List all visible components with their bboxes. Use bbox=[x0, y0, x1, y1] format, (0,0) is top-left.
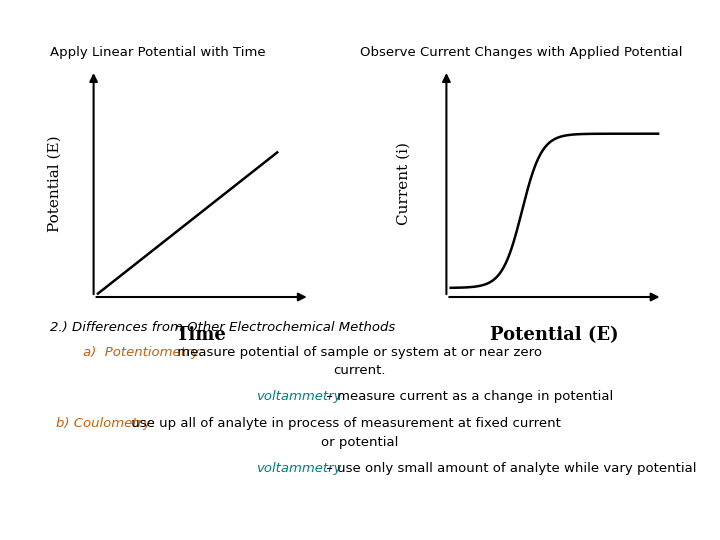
Text: measure potential of sample or system at or near zero: measure potential of sample or system at… bbox=[173, 346, 541, 359]
Text: voltammetry: voltammetry bbox=[256, 462, 341, 475]
Text: a)  Potentiometry:: a) Potentiometry: bbox=[83, 346, 204, 359]
Text: – measure current as a change in potential: – measure current as a change in potenti… bbox=[322, 390, 613, 403]
Text: b) Coulometry:: b) Coulometry: bbox=[56, 417, 156, 430]
Text: Observe Current Changes with Applied Potential: Observe Current Changes with Applied Pot… bbox=[360, 46, 683, 59]
Text: voltammetry: voltammetry bbox=[256, 390, 341, 403]
Text: or potential: or potential bbox=[321, 436, 399, 449]
Text: Potential (E): Potential (E) bbox=[48, 136, 62, 232]
Text: 2.) Differences from Other Electrochemical Methods: 2.) Differences from Other Electrochemic… bbox=[50, 321, 396, 334]
Text: – use only small amount of analyte while vary potential: – use only small amount of analyte while… bbox=[322, 462, 696, 475]
Text: Current (i): Current (i) bbox=[396, 142, 410, 225]
Text: current.: current. bbox=[334, 364, 386, 377]
Text: Time: Time bbox=[176, 327, 227, 345]
Text: use up all of analyte in process of measurement at fixed current: use up all of analyte in process of meas… bbox=[127, 417, 561, 430]
Text: Potential (E): Potential (E) bbox=[490, 327, 618, 345]
Text: Apply Linear Potential with Time: Apply Linear Potential with Time bbox=[50, 46, 266, 59]
